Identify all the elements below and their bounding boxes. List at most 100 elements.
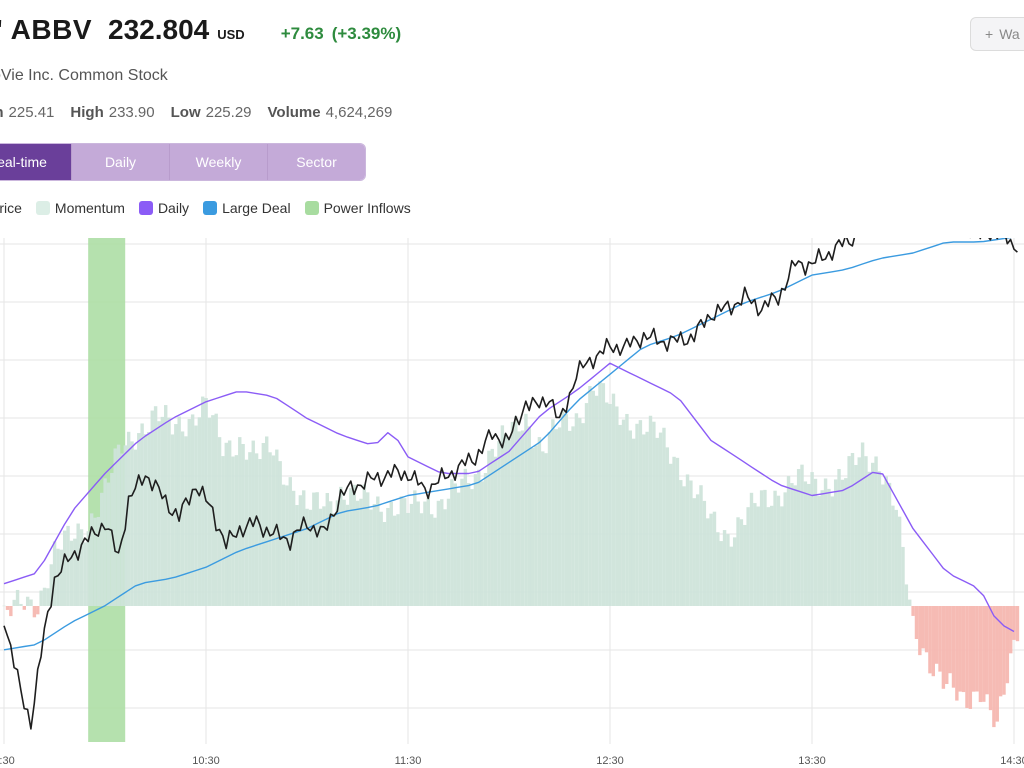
momentum-bar [642,434,646,606]
momentum-bar [305,508,309,606]
momentum-bar [692,498,696,606]
momentum-bar [780,506,784,606]
momentum-bar [49,564,53,606]
momentum-bar [554,429,558,606]
momentum-bar [366,492,370,606]
stat-volume: Volume 4,624,269 [267,104,393,121]
momentum-bar [726,534,730,606]
momentum-bar [409,503,414,606]
momentum-bar [712,511,717,606]
momentum-bar [352,484,356,606]
legend-item-price[interactable]: Price [0,200,22,216]
momentum-bar [790,483,794,606]
legend-swatch-daily [138,201,153,215]
momentum-bar [877,471,882,606]
momentum-bar [342,499,346,606]
momentum-bar [514,416,518,606]
momentum-bar [961,606,966,693]
momentum-bar [571,426,575,606]
momentum-bar [672,456,676,606]
chart-legend: Price Momentum Daily Large Deal Power In… [0,200,425,216]
momentum-bar [507,439,511,606]
momentum-bar [844,478,848,606]
momentum-bar [147,431,151,606]
momentum-bar [490,448,494,606]
momentum-bar [190,414,195,606]
momentum-bar [706,518,710,606]
momentum-bar [12,599,16,606]
momentum-bar [685,474,690,606]
tab-realtime[interactable]: eal-time [0,144,71,180]
momentum-bar [79,529,84,606]
momentum-bar [201,396,205,606]
momentum-bar [749,492,754,606]
momentum-bar [207,417,212,606]
tab-daily[interactable]: Daily [71,144,169,180]
momentum-bar [695,494,700,606]
momentum-bar [719,541,723,606]
momentum-bar [349,488,353,606]
momentum-bar [86,531,90,606]
momentum-bar [170,434,175,606]
legend-item-daily[interactable]: Daily [138,200,189,216]
momentum-bar [308,509,313,606]
tab-sector[interactable]: Sector [267,144,365,180]
momentum-bar [803,481,808,606]
x-tick-label: 13:30 [798,755,826,767]
momentum-bar [985,606,989,695]
momentum-bar [874,456,878,606]
momentum-bar [598,381,602,606]
legend-item-power-inflows[interactable]: Power Inflows [304,200,411,216]
momentum-bar [288,477,292,606]
momentum-bar [56,548,60,606]
momentum-bar [271,455,276,606]
momentum-bar [89,513,94,606]
momentum-bar [995,606,999,722]
momentum-bar [611,393,616,606]
momentum-bar [386,507,390,606]
momentum-bar [318,508,323,606]
momentum-bar [958,606,962,692]
momentum-bar [631,438,636,606]
legend-swatch-large-deal [203,201,218,215]
momentum-bar [945,606,949,684]
momentum-bar [29,599,33,606]
momentum-bar [25,596,30,606]
momentum-bar [248,452,252,606]
price-change-percent: (+3.39%) [331,24,402,43]
legend-item-momentum[interactable]: Momentum [35,200,125,216]
momentum-bar [786,476,791,606]
momentum-bar [369,509,373,606]
momentum-bar [389,501,393,606]
momentum-bar [618,424,622,606]
momentum-bar [359,498,363,606]
series-line-large-deal [3,238,1013,651]
timeframe-tabs: eal-time Daily Weekly Sector [0,143,366,181]
momentum-bar [419,513,424,606]
momentum-bar [19,603,23,606]
watchlist-button[interactable]: + Wa [970,17,1024,51]
momentum-bar [63,530,67,606]
momentum-bar [227,440,232,606]
momentum-bar [214,413,218,606]
momentum-bar [335,500,340,606]
momentum-bar [355,500,360,606]
momentum-bar [988,606,993,711]
momentum-bar [9,606,13,617]
legend-item-large-deal[interactable]: Large Deal [203,200,291,216]
momentum-bar [456,492,461,606]
momentum-bar [150,410,154,606]
momentum-bar [126,431,131,606]
momentum-bar [820,490,824,606]
momentum-bar [921,606,925,649]
tab-weekly[interactable]: Weekly [169,144,267,180]
ticker-header: ' ABBV 232.804 USD +7.63 (+3.39%) [0,14,401,46]
momentum-bar [396,514,400,606]
x-tick-label: 10:30 [192,755,220,767]
momentum-bar [2,605,6,607]
momentum-bar [982,606,986,702]
price-chart[interactable]: 9:30 10:30 11:30 12:30 13:30 14:30 [0,238,1024,768]
momentum-bar [578,418,582,606]
ticker-logo-fragment: ' [0,14,3,46]
momentum-bar [403,498,407,606]
